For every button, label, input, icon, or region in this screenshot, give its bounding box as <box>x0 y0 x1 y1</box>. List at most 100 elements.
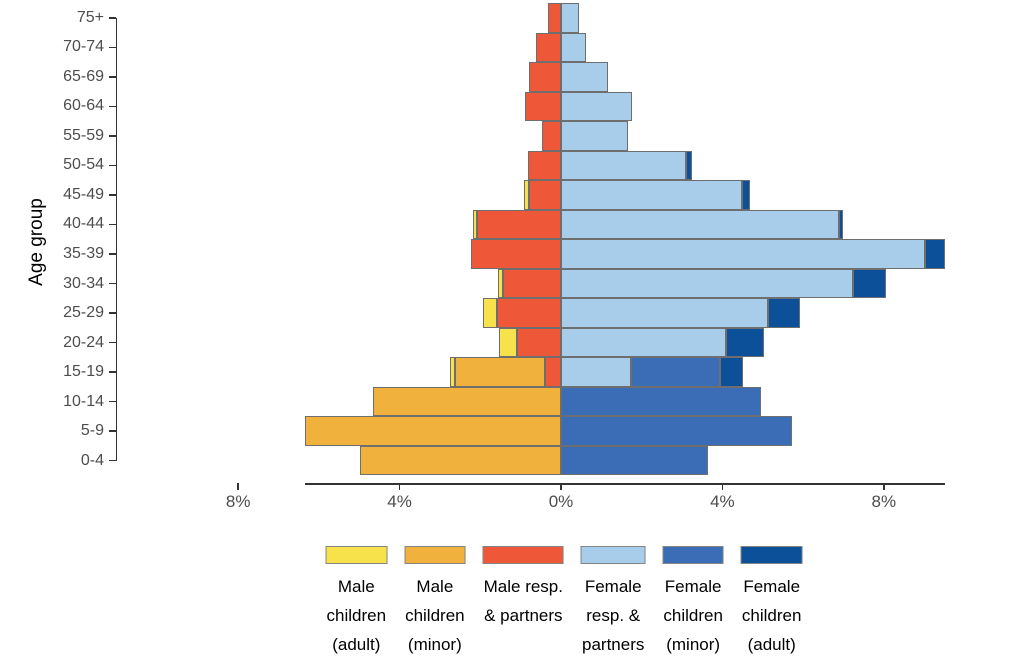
bar-female-resp-partners-30-34 <box>561 268 854 299</box>
bar-male-children-minor--0-4 <box>360 445 561 476</box>
bar-female-children-adult--25-29 <box>768 298 801 328</box>
bar-male-resp-partners-55-59 <box>542 121 561 151</box>
bar-male-resp-partners-25-29 <box>497 298 561 328</box>
x-axis-line <box>304 483 945 485</box>
legend-swatch-icon <box>740 546 803 564</box>
bar-female-resp-partners-35-39 <box>561 239 926 269</box>
y-tick-label-35-39: 35-39 <box>63 245 104 262</box>
bar-female-resp-partners-75+ <box>561 3 580 33</box>
legend-label-line: resp. & <box>586 606 641 625</box>
bar-male-resp-partners-45-49 <box>529 180 561 210</box>
legend-item-female-children-adult-: Female children (adult) <box>739 546 805 659</box>
y-tick-label-30-34: 30-34 <box>63 274 104 292</box>
bar-female-resp-partners-25-29 <box>561 298 769 328</box>
legend-label-line: (minor) <box>407 635 462 654</box>
y-tick-35-39 <box>108 253 116 255</box>
bar-male-resp-partners-60-64 <box>525 91 561 122</box>
bar-male-resp-partners-40-44 <box>477 209 561 240</box>
y-tick-10-14 <box>108 400 116 403</box>
bar-male-resp-partners-20-24 <box>517 327 561 358</box>
bar-female-children-adult--45-49 <box>742 180 750 210</box>
y-tick-30-34 <box>108 282 116 285</box>
legend-swatch-icon <box>325 546 388 564</box>
x-tick-label-0: 0% <box>548 492 574 511</box>
y-tick-label-20-24: 20-24 <box>63 333 104 351</box>
bar-male-children-adult--40-44 <box>473 209 478 240</box>
bar-female-resp-partners-40-44 <box>561 209 839 240</box>
y-tick-label-60-64: 60-64 <box>63 97 104 115</box>
x-tick-label-8: 8% <box>871 492 897 511</box>
y-tick-60-64 <box>108 105 116 108</box>
bar-male-children-minor--5-9 <box>304 416 561 446</box>
legend-label-line: & partners <box>484 606 563 625</box>
x-tick-label--4: 4% <box>387 492 412 511</box>
bar-female-children-minor--0-4 <box>561 445 709 476</box>
y-tick-label-40-44: 40-44 <box>63 215 104 233</box>
y-tick-15-19 <box>108 371 116 373</box>
legend-swatch-icon <box>581 546 646 564</box>
bar-female-children-minor--10-14 <box>561 386 761 417</box>
legend-swatch-icon <box>482 546 564 564</box>
y-tick-label-10-14: 10-14 <box>63 392 104 410</box>
legend-swatch-icon <box>404 546 466 564</box>
legend-label-line: Male resp. <box>483 577 563 596</box>
legend-label-line: (adult) <box>332 635 381 654</box>
y-tick-55-59 <box>108 135 116 137</box>
bar-female-children-adult--50-54 <box>685 150 692 181</box>
legend-label-line: children <box>663 606 723 625</box>
bar-female-resp-partners-45-49 <box>561 180 743 210</box>
x-tick-0 <box>560 483 562 490</box>
legend-item-male-resp-partners: Male resp. & partners <box>481 546 566 630</box>
bar-female-resp-partners-15-19 <box>561 357 632 387</box>
bar-male-children-minor--10-14 <box>372 386 561 417</box>
bar-female-children-minor--15-19 <box>631 357 720 387</box>
y-tick-label-65-69: 65-69 <box>63 67 104 85</box>
legend-swatch-icon <box>662 546 724 564</box>
legend-label-line: Female <box>743 577 801 596</box>
bar-male-resp-partners-65-69 <box>529 62 561 92</box>
bar-female-children-minor--5-9 <box>561 416 793 446</box>
legend-label-line: (minor) <box>666 635 721 654</box>
y-tick-45-49 <box>108 194 116 196</box>
y-tick-label-70-74: 70-74 <box>63 38 104 56</box>
legend-item-male-children-minor-: Male children (minor) <box>402 546 468 659</box>
bar-male-resp-partners-35-39 <box>471 239 561 269</box>
bar-male-resp-partners-30-34 <box>502 268 561 299</box>
bar-female-children-adult--30-34 <box>853 268 886 299</box>
bar-male-children-minor--15-19 <box>454 357 546 387</box>
x-tick-8 <box>883 483 885 490</box>
legend: Male children (adult) Male children (minor) Ma… <box>324 546 805 659</box>
legend-label-line: Female <box>664 577 722 596</box>
y-tick-70-74 <box>108 46 116 49</box>
x-tick--8 <box>237 483 239 490</box>
bar-male-children-adult--45-49 <box>523 180 530 210</box>
y-tick-label-0-4: 0-4 <box>80 451 104 469</box>
y-tick-75+ <box>108 17 116 19</box>
legend-item-female-resp-partners: Female resp. & partners <box>579 546 647 659</box>
bar-male-resp-partners-15-19 <box>545 357 561 387</box>
bar-male-resp-partners-50-54 <box>528 150 561 181</box>
legend-label-line: Female <box>584 577 642 596</box>
bar-female-resp-partners-50-54 <box>561 150 686 181</box>
legend-label-line: children <box>405 606 465 625</box>
legend-label-line: children <box>326 606 387 625</box>
bar-female-resp-partners-65-69 <box>561 62 609 92</box>
bar-female-resp-partners-60-64 <box>561 91 633 122</box>
bar-female-children-adult--40-44 <box>839 209 844 240</box>
bar-female-resp-partners-55-59 <box>561 121 628 151</box>
y-tick-0-4 <box>108 459 116 462</box>
bar-male-children-adult--30-34 <box>498 268 503 299</box>
y-tick-20-24 <box>108 341 116 344</box>
y-tick-label-55-59: 55-59 <box>63 126 104 144</box>
legend-label-line: partners <box>582 635 645 654</box>
bar-female-children-adult--20-24 <box>725 327 764 358</box>
y-axis-line <box>115 17 117 461</box>
bar-female-children-adult--35-39 <box>925 239 945 269</box>
y-tick-label-50-54: 50-54 <box>63 156 104 174</box>
x-tick-4 <box>721 483 724 490</box>
y-tick-5-9 <box>108 430 116 432</box>
bar-male-children-adult--20-24 <box>499 327 517 358</box>
x-tick-label--8: 8% <box>225 492 251 511</box>
x-tick--4 <box>398 483 401 490</box>
